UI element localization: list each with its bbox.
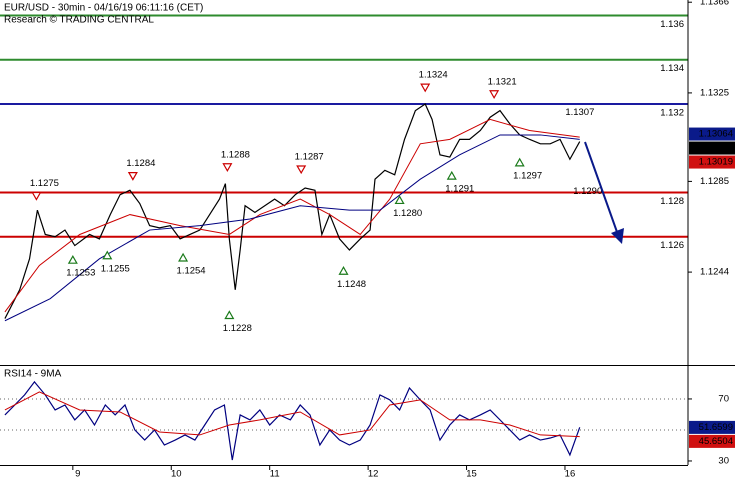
low-marker <box>224 310 235 320</box>
annotation-label: 1.1248 <box>337 279 366 290</box>
price-tag-label: 45.6504 <box>699 436 733 447</box>
high-marker <box>296 165 307 175</box>
annotation-label: 1.1228 <box>223 323 252 334</box>
low-marker <box>394 195 405 205</box>
annotation-label: 1.1275 <box>30 178 59 189</box>
high-marker <box>127 172 138 181</box>
annotation-label: 1.1324 <box>419 70 448 81</box>
arrow-head <box>611 228 624 244</box>
x-tick-label: 11 <box>270 469 280 480</box>
chart-title: EUR/USD - 30min - 04/16/19 06:11:16 (CET… <box>4 3 203 14</box>
annotation-label: 1.1321 <box>488 76 517 87</box>
chart-subtitle: Research © TRADING CENTRAL <box>4 15 154 26</box>
annotation-label: 1.1255 <box>101 263 130 274</box>
projection-arrow <box>584 141 624 244</box>
level-label: 1.134 <box>660 63 684 74</box>
series-line <box>4 103 581 319</box>
price-tag <box>689 141 735 155</box>
annotation-label: 1.1280 <box>393 208 422 219</box>
annotation-label: 1.1284 <box>126 158 155 169</box>
annotation-label: 1.1290 <box>573 186 602 197</box>
rsi-title: RSI14 - 9MA <box>4 369 62 380</box>
price-tag <box>689 155 735 169</box>
price-tag <box>689 127 735 141</box>
price-tag-label: 1.13037 <box>699 143 733 154</box>
annotation-label: 1.1291 <box>445 184 474 195</box>
x-tick-label: 12 <box>368 469 379 480</box>
low-marker <box>446 170 457 180</box>
y-tick-label: 1.1244 <box>700 267 729 278</box>
y-tick-label: 1.1366 <box>700 0 729 8</box>
x-tick-label: 9 <box>75 469 80 480</box>
price-tag-label: 1.13064 <box>699 129 733 140</box>
high-marker <box>222 163 233 172</box>
level-label: 1.132 <box>660 107 684 118</box>
low-marker <box>102 250 113 260</box>
y-tick-label: 70 <box>718 393 729 404</box>
level-label: 1.136 <box>660 19 684 30</box>
x-tick-label: 10 <box>171 469 182 480</box>
y-tick-label: 30 <box>718 455 729 466</box>
high-marker <box>489 90 500 99</box>
low-marker <box>338 266 349 275</box>
series-line <box>4 391 580 438</box>
low-marker <box>178 252 189 262</box>
annotation-label: 1.1254 <box>177 265 206 276</box>
y-tick-label: 1.1285 <box>700 176 729 187</box>
series-line <box>4 380 581 461</box>
high-marker <box>420 83 431 93</box>
x-tick-label: 16 <box>565 469 576 480</box>
level-label: 1.126 <box>660 240 684 251</box>
level-label: 1.128 <box>660 196 684 207</box>
price-tag <box>689 420 735 434</box>
annotation-label: 1.1307 <box>565 107 594 118</box>
price-tag-label: 51.6599 <box>699 422 733 433</box>
x-tick-label: 15 <box>466 469 477 480</box>
low-marker <box>514 157 525 167</box>
price-tag <box>689 434 735 448</box>
annotation-label: 1.1288 <box>221 149 250 160</box>
price-tag-label: 1.13019 <box>699 157 733 168</box>
low-marker <box>67 254 78 264</box>
annotation-label: 1.1297 <box>513 170 542 181</box>
high-marker <box>31 191 42 201</box>
annotation-label: 1.1287 <box>295 151 324 162</box>
annotation-label: 1.1253 <box>66 268 95 279</box>
y-tick-label: 1.1325 <box>700 87 729 98</box>
arrow-shaft <box>584 141 618 233</box>
